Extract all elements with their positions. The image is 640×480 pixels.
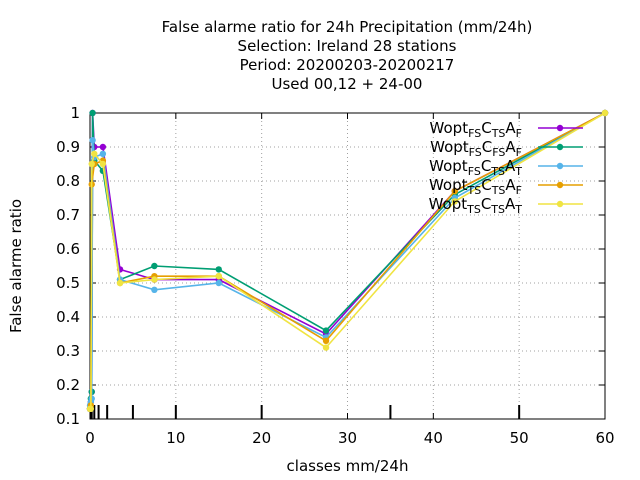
data-point [91,150,98,157]
data-point [99,150,107,157]
data-point [322,327,330,334]
chart-title: False alarme ratio for 24h Precipitation… [162,18,533,93]
data-point [151,262,158,270]
legend-swatch-point [556,200,564,208]
legend-item: WoptFSCTSAF [430,119,583,140]
data-point [88,160,95,168]
data-point [215,266,222,273]
series-3 [86,109,609,409]
data-point [215,279,222,287]
legend-swatch-point [556,124,564,132]
legend-label: WoptFSCTSAF [430,119,522,140]
y-tick-label: 0.3 [56,342,80,360]
legend-item: WoptTSCTSAT [429,195,583,216]
legend-item: WoptFSCFSAF [430,138,583,159]
axis-ticks: 0.10.20.30.40.50.60.70.80.910 10 20 30 40 50 6… [56,104,614,447]
data-point [151,286,158,293]
x-tick-label: 30 [338,429,357,447]
legend-swatch-point [556,162,564,170]
title-line: Selection: Ireland 28 stations [238,37,457,55]
y-tick-label: 0.9 [56,138,80,156]
y-axis-title: False alarme ratio [7,199,25,333]
y-tick-label: 0.1 [56,410,80,428]
data-point [87,405,95,412]
legend-item: WoptTSCTSAF [429,176,583,197]
chart-series [86,109,609,412]
x-axis-title: classes mm/24h [287,457,409,475]
data-point [116,279,124,287]
title-line: False alarme ratio for 24h Precipitation… [162,18,533,36]
data-point [89,109,96,117]
series-5 [86,109,609,412]
data-point [215,273,222,280]
legend-label: WoptTSCTSAF [429,176,522,197]
chart-grid [90,113,605,419]
data-point [99,143,107,151]
legend-label: WoptTSCTSAT [429,195,523,216]
legend-swatch-point [556,143,564,151]
data-point [322,344,330,351]
y-tick-label: 0.7 [56,206,80,224]
data-point [151,276,158,283]
title-line: Used 00,12 + 24-00 [272,75,423,93]
x-tick-label: 60 [595,429,614,447]
data-point [451,188,458,195]
y-tick-label: 0.2 [56,376,80,394]
legend-item: WoptFSCTSAT [429,157,583,178]
legend-label: WoptFSCFSAF [430,138,522,159]
x-tick-label: 0 [85,429,95,447]
x-tick-label: 40 [424,429,443,447]
title-line: Period: 20200203-20200217 [240,56,455,74]
legend-swatch-point [556,181,564,189]
legend-label: WoptFSCTSAT [429,157,522,178]
chart-legend: WoptFSCTSAFWoptFSCFSAFWoptFSCTSATWoptTSC… [429,119,583,216]
data-point [89,137,96,144]
data-point [601,109,609,117]
data-point [322,337,330,344]
data-point [99,160,107,168]
x-tick-label: 50 [510,429,529,447]
y-tick-label: 0.6 [56,240,80,258]
y-tick-label: 0.8 [56,172,80,190]
y-tick-label: 1 [70,104,80,122]
y-tick-label: 0.5 [56,274,80,292]
x-tick-label: 20 [252,429,271,447]
y-tick-label: 0.4 [56,308,80,326]
data-point [451,198,458,205]
x-tick-label: 10 [166,429,185,447]
